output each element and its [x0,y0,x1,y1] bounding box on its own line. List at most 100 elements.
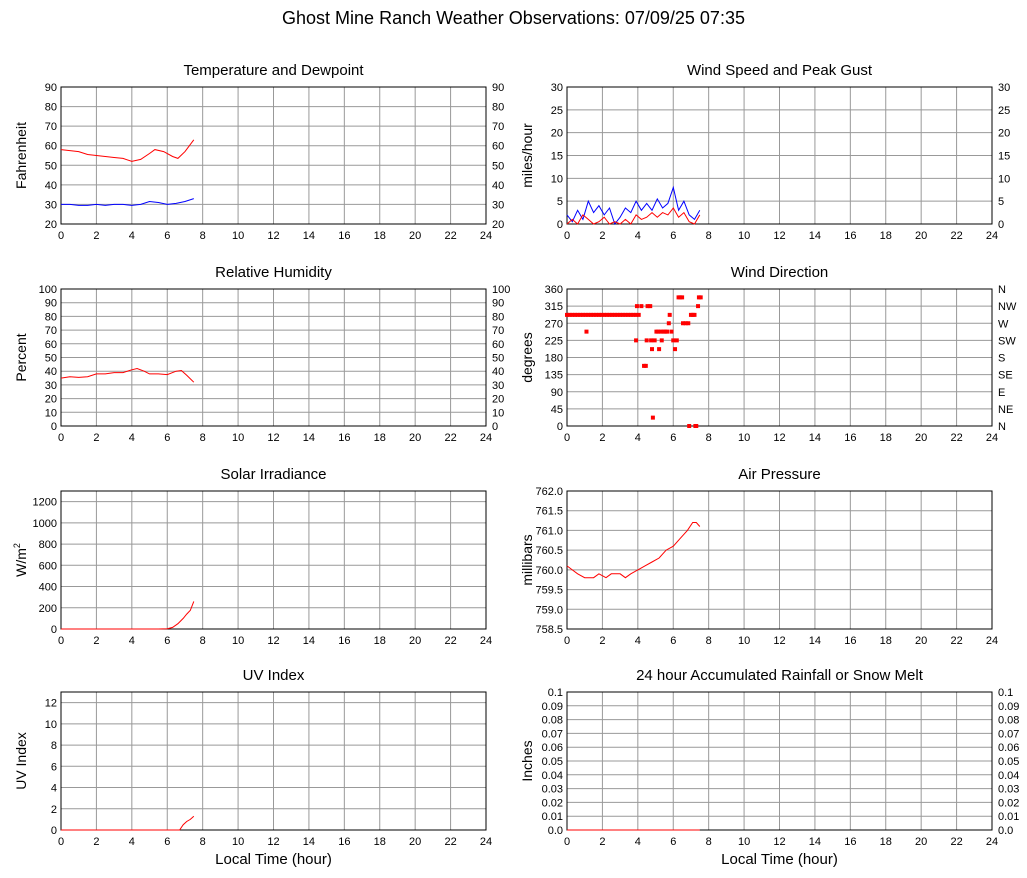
x-tick-label: 10 [232,635,244,647]
x-tick-label: 2 [599,836,605,848]
y-tick-label: 2 [51,804,57,816]
right-y-tick-label: W [998,318,1009,330]
data-point [644,338,649,343]
y-tick-label: 0.09 [542,701,563,713]
y-tick-label: 8 [51,740,57,752]
x-tick-label: 2 [93,230,99,242]
chart-rainfall: 24 hour Accumulated Rainfall or Snow Mel… [519,667,1019,868]
y-tick-label: 0.03 [542,784,563,796]
data-point [588,312,593,317]
y-axis-label: miles/hour [519,123,535,188]
right-y-tick-label: 5 [998,196,1004,208]
data-point [594,312,599,317]
data-point [636,312,641,317]
right-y-tick-label: 25 [998,105,1010,117]
x-tick-label: 8 [200,230,206,242]
chart-title: Wind Direction [731,264,829,281]
data-point [639,304,644,309]
right-y-tick-label: 30 [492,199,504,211]
y-tick-label: 90 [45,298,57,310]
y-tick-label: 0.0 [548,825,563,837]
data-point [634,312,639,317]
data-point [657,347,662,352]
x-tick-label: 4 [635,635,641,647]
x-tick-label: 14 [303,432,315,444]
y-tick-label: 50 [45,160,57,172]
x-tick-label: 8 [200,432,206,444]
x-tick-label: 22 [444,635,456,647]
x-tick-label: 8 [706,432,712,444]
data-point [648,304,653,309]
x-tick-label: 18 [880,230,892,242]
y-tick-label: 1000 [33,518,57,530]
x-tick-label: 24 [480,836,492,848]
y-tick-label: 760.5 [535,545,563,557]
right-y-tick-label: 50 [492,160,504,172]
x-tick-label: 20 [409,230,421,242]
data-point [596,312,601,317]
series-line-0 [566,522,701,579]
x-axis-label: Local Time (hour) [215,851,332,868]
data-point [586,312,591,317]
right-y-tick-label: 0.04 [998,770,1019,782]
y-tick-label: 20 [45,394,57,406]
data-point [643,363,648,368]
right-y-tick-label: NW [998,301,1017,313]
y-tick-label: 600 [39,560,57,572]
y-tick-label: 0.06 [542,742,563,754]
x-tick-label: 20 [915,230,927,242]
right-y-tick-label: 30 [998,82,1010,94]
y-tick-label: 15 [551,151,563,163]
y-axis-label: Inches [519,740,535,781]
data-point [680,295,685,300]
y-tick-label: 800 [39,539,57,551]
plot-frame [566,86,993,225]
y-tick-label: 360 [545,284,563,296]
y-tick-label: 0 [51,825,57,837]
series-line-0 [60,367,195,383]
data-point [580,312,585,317]
right-y-tick-label: 100 [492,284,510,296]
x-tick-label: 4 [129,836,135,848]
x-tick-label: 4 [635,836,641,848]
right-y-tick-label: 60 [492,339,504,351]
x-tick-label: 12 [773,836,785,848]
x-tick-label: 14 [809,635,821,647]
data-point [623,312,628,317]
x-tick-label: 2 [93,635,99,647]
data-point [572,312,577,317]
right-y-tick-label: 60 [492,141,504,153]
right-y-tick-label: 0.0 [998,825,1013,837]
y-tick-label: 10 [45,719,57,731]
y-tick-label: 759.5 [535,585,563,597]
x-tick-label: 2 [599,635,605,647]
data-point [615,312,620,317]
x-tick-label: 12 [773,635,785,647]
x-tick-label: 18 [880,635,892,647]
page-title: Ghost Mine Ranch Weather Observations: 0… [282,8,745,28]
x-tick-label: 20 [409,432,421,444]
data-point [658,329,663,334]
y-tick-label: 759.0 [535,604,563,616]
y-tick-label: 10 [551,173,563,185]
data-point [650,347,654,352]
x-tick-label: 6 [164,432,170,444]
y-tick-label: 60 [45,339,57,351]
y-axis-label: UV Index [13,732,29,790]
data-point [599,312,604,317]
y-tick-label: 0.05 [542,756,563,768]
y-tick-label: 30 [551,82,563,94]
data-point [634,304,639,309]
plot-frame [60,86,487,225]
x-tick-label: 12 [267,432,279,444]
plot-frame [60,288,487,427]
x-tick-label: 22 [444,836,456,848]
data-point [626,312,631,317]
data-point [659,338,664,343]
data-point [649,338,654,343]
x-tick-label: 12 [267,836,279,848]
